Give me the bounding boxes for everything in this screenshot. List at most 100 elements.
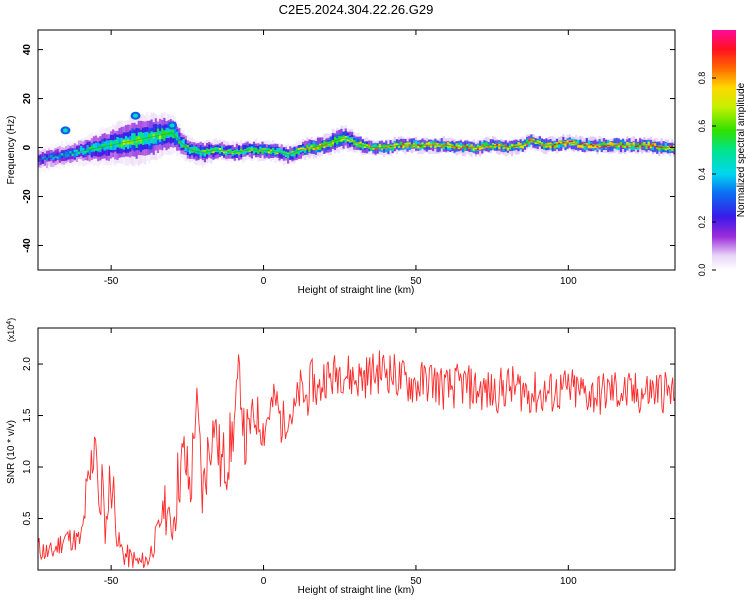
- spectrogram-cell: [609, 145, 612, 147]
- spectrogram-cell: [634, 145, 637, 148]
- spectrogram-cell: [56, 156, 59, 159]
- spectrogram-cell: [38, 159, 40, 162]
- spectrogram-cell: [581, 142, 584, 144]
- spectrogram-cell: [643, 142, 646, 150]
- spectrogram-cell: [645, 145, 648, 150]
- spectrogram-cell: [555, 143, 559, 148]
- spectrogram-cell: [551, 145, 554, 148]
- spectrogram-cell: [163, 133, 166, 138]
- spectrogram-cell: [193, 148, 196, 151]
- spectrogram-cell: [400, 145, 403, 148]
- spectrogram-cell: [159, 134, 162, 140]
- spectrogram-cell: [374, 143, 377, 148]
- spectrogram-cell: [604, 145, 608, 148]
- spectrogram-cell: [592, 145, 595, 147]
- spectrogram-frame: [37, 29, 676, 271]
- colorbar-tick-label: 0.2: [697, 216, 707, 229]
- spectrogram-cell: [421, 144, 424, 148]
- spectrogram-cell: [67, 154, 70, 157]
- spectrogram-cell: [455, 143, 458, 147]
- spectrogram-cell: [613, 145, 616, 147]
- spectrogram-cell: [156, 134, 160, 139]
- spectrogram-cell: [203, 149, 207, 153]
- spectrogram-cell: [543, 144, 546, 149]
- spectrogram-cell: [639, 144, 642, 149]
- spectrogram-cell: [455, 147, 458, 149]
- spectrogram-cell: [225, 150, 228, 156]
- spectrogram-cell: [636, 145, 640, 147]
- spectrogram-cell: [199, 150, 202, 157]
- spectrogram-ridge-line: [38, 132, 675, 161]
- spectrogram-cell: [368, 144, 371, 146]
- spectrogram-cell: [511, 144, 514, 146]
- spectrogram-cell: [118, 142, 121, 148]
- spectrogram-cell: [536, 140, 539, 144]
- spectrogram-cell: [265, 150, 268, 153]
- spectrogram-cell: [180, 142, 183, 146]
- snr-y-axis-label: SNR (10 * v/v): [6, 420, 17, 484]
- snr-x-ticks: -50 0 50 100: [104, 328, 577, 587]
- spectrogram-cell: [205, 151, 209, 155]
- spectrogram-cell: [88, 147, 91, 151]
- spectrogram-cell: [52, 157, 55, 160]
- spectrogram-cell: [438, 145, 441, 147]
- spectrogram-cell: [319, 145, 322, 150]
- spectrogram-cell: [48, 155, 51, 158]
- spectrogram-cell: [466, 145, 469, 148]
- spectrogram-cell: [444, 143, 448, 145]
- spectrogram-cell: [112, 141, 115, 146]
- snr-y-multiplier: (x104): [6, 318, 17, 342]
- spectrogram-cell: [220, 146, 224, 152]
- spectrogram-cell: [97, 148, 100, 152]
- spectrogram-cell: [519, 142, 522, 145]
- spectrogram-cell: [378, 143, 381, 148]
- spectrogram-cell: [41, 157, 44, 164]
- spectrogram-cell: [323, 141, 326, 147]
- spectrogram-cell: [630, 143, 633, 145]
- spectrogram-cell: [434, 141, 437, 148]
- spectrogram-cell: [227, 150, 230, 153]
- spectrogram-cell: [176, 134, 179, 139]
- spectrogram-cell: [647, 141, 650, 146]
- spectrogram-cell: [427, 145, 431, 147]
- spectrogram-cell: [43, 154, 47, 166]
- colorbar: 0.0 0.2 0.4 0.6 0.8 Normalized spectral ampl…: [697, 30, 747, 276]
- spectrogram-cell: [346, 139, 349, 142]
- spectrogram-cell: [628, 143, 631, 145]
- spectrogram-cell: [344, 136, 347, 143]
- spectrogram-cell: [402, 144, 405, 149]
- spectrogram-cell: [88, 147, 91, 155]
- spectrogram-cell: [359, 143, 362, 148]
- spectrogram-cell: [223, 151, 226, 154]
- spectrogram-cell: [137, 136, 140, 142]
- spectrogram-cell: [412, 142, 416, 145]
- spectrogram-cell: [237, 152, 241, 155]
- spectrogram-cell: [391, 144, 394, 147]
- spectrogram-cell: [472, 147, 475, 151]
- spectrogram-cell: [365, 144, 369, 147]
- snr-panel: -50 0 50 100 0.5 1.0 1.5 2.0 Height of straigh…: [6, 318, 676, 596]
- spectrogram-cell: [457, 147, 460, 149]
- spectrogram-x-axis-label: Height of straight line (km): [298, 285, 415, 296]
- spectrogram-cell: [242, 149, 245, 155]
- spectrogram-cell: [575, 141, 578, 145]
- spectrogram-cell: [423, 145, 426, 148]
- spectrogram-cell: [461, 145, 465, 148]
- spectrogram-cell: [65, 154, 68, 157]
- spectrogram-cell: [319, 143, 322, 146]
- spectrogram-cell: [287, 153, 290, 159]
- spectrogram-cell: [600, 146, 603, 148]
- spectrogram-cell: [656, 141, 659, 149]
- spectrogram-cell: [545, 146, 548, 148]
- spectrogram-cell: [500, 143, 503, 146]
- spectrogram-cell: [71, 148, 74, 156]
- spectrogram-cell: [146, 136, 149, 142]
- spectrogram-cell: [73, 149, 76, 153]
- spectrogram-cell: [560, 141, 563, 144]
- spectrogram-cell: [397, 146, 401, 148]
- spectrogram-cell: [572, 140, 576, 143]
- spectrogram-cell: [491, 143, 495, 145]
- spectrogram-cell: [598, 145, 601, 148]
- spectrogram-cell: [402, 143, 405, 145]
- colorbar-ticks: 0.0 0.2 0.4 0.6 0.8: [697, 72, 716, 276]
